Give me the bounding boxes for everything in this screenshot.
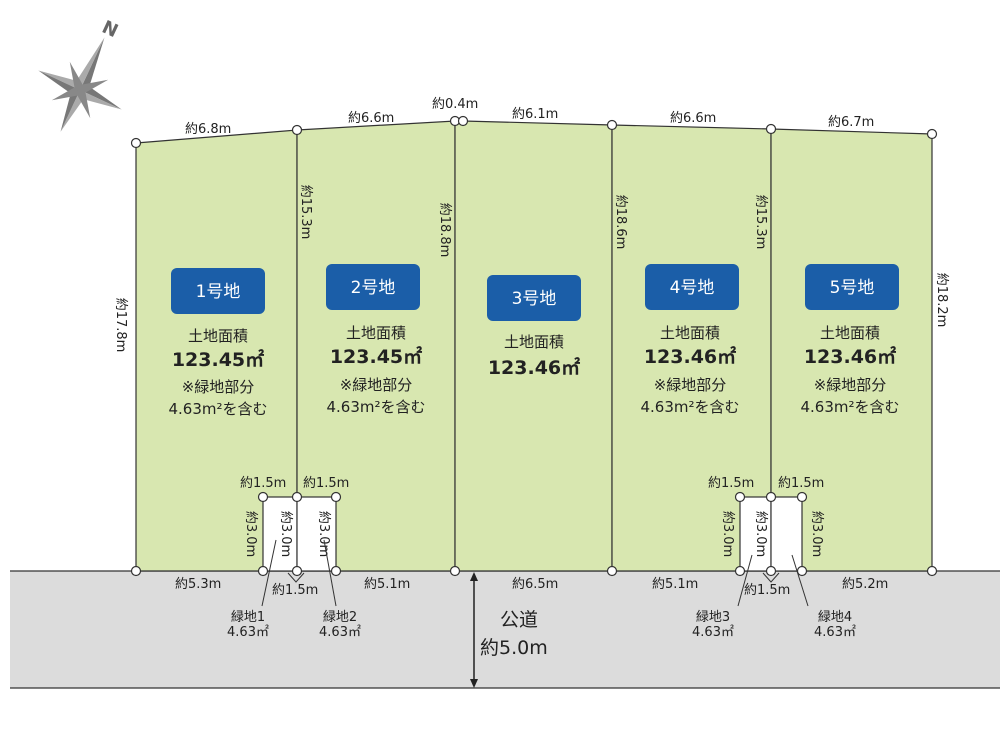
green-area-2 — [296, 496, 337, 572]
lot-4-label: 4号地 土地面積 123.46㎡ ※緑地部分 4.63m²を含む — [640, 264, 740, 416]
svg-text:約3.0m: 約3.0m — [316, 511, 331, 557]
dim-side-1: 約17.8m — [113, 298, 128, 353]
green-area-4-size: 4.63㎡ — [814, 625, 856, 640]
green-dims-left: 約1.5m 約1.5m 約3.0m 約3.0m 約3.0m 約1.5m — [240, 476, 349, 598]
svg-text:約1.5m: 約1.5m — [778, 476, 824, 491]
svg-text:※緑地部分: ※緑地部分 — [340, 376, 413, 394]
road-label: 公道 — [500, 609, 538, 631]
green-area-4 — [770, 496, 803, 572]
svg-text:4.63m²を含む: 4.63m²を含む — [326, 398, 425, 416]
dim-bottom-4: 約5.1m — [652, 577, 698, 592]
svg-text:約1.5m: 約1.5m — [744, 583, 790, 598]
north-label: N — [99, 17, 122, 42]
dim-side-5: 約15.3m — [753, 195, 768, 250]
svg-text:4.63m²を含む: 4.63m²を含む — [640, 398, 739, 416]
svg-text:123.46㎡: 123.46㎡ — [804, 345, 896, 368]
lot-badge — [326, 264, 420, 310]
svg-text:4号地: 4号地 — [670, 278, 715, 298]
lot-badge — [645, 264, 739, 310]
green-area-3-size: 4.63㎡ — [692, 625, 734, 640]
dim-top-3: 約0.4m — [432, 97, 478, 112]
dim-top-6: 約6.7m — [828, 115, 874, 130]
svg-text:1号地: 1号地 — [196, 282, 241, 302]
svg-text:土地面積: 土地面積 — [346, 324, 406, 342]
green-area-1-size: 4.63㎡ — [227, 625, 269, 640]
compass-rose-icon: N — [38, 17, 122, 132]
svg-text:3号地: 3号地 — [512, 289, 557, 309]
svg-text:約3.0m: 約3.0m — [278, 511, 293, 557]
lot-5-label: 5号地 土地面積 123.46㎡ ※緑地部分 4.63m²を含む — [800, 264, 900, 416]
svg-text:約1.5m: 約1.5m — [303, 476, 349, 491]
green-area-1-name: 緑地1 — [231, 610, 265, 625]
green-area-3-name: 緑地3 — [696, 610, 730, 625]
road-width: 約5.0m — [480, 637, 548, 659]
dim-side-4: 約18.6m — [613, 195, 628, 250]
dim-bottom-1: 約5.3m — [175, 577, 221, 592]
svg-text:土地面積: 土地面積 — [660, 324, 720, 342]
dim-bottom-2: 約5.1m — [364, 577, 410, 592]
svg-text:4.63m²を含む: 4.63m²を含む — [168, 400, 267, 418]
svg-text:123.45㎡: 123.45㎡ — [330, 345, 422, 368]
public-road — [10, 571, 1000, 688]
svg-text:※緑地部分: ※緑地部分 — [814, 376, 887, 394]
lot-3-label: 3号地 土地面積 123.46㎡ — [487, 275, 581, 379]
svg-text:123.45㎡: 123.45㎡ — [172, 348, 264, 371]
svg-text:約1.5m: 約1.5m — [240, 476, 286, 491]
svg-text:約3.0m: 約3.0m — [753, 511, 768, 557]
dim-top-2: 約6.6m — [348, 111, 394, 126]
boundary-markers — [130, 115, 938, 577]
dim-bottom-5: 約5.2m — [842, 577, 888, 592]
dim-top-1: 約6.8m — [185, 122, 231, 137]
green-dims-right: 約1.5m 約1.5m 約3.0m 約3.0m 約3.0m 約1.5m — [708, 476, 824, 598]
svg-text:※緑地部分: ※緑地部分 — [654, 376, 727, 394]
svg-text:5号地: 5号地 — [830, 278, 875, 298]
svg-text:約3.0m: 約3.0m — [809, 511, 824, 557]
svg-text:土地面積: 土地面積 — [820, 324, 880, 342]
svg-text:2号地: 2号地 — [351, 278, 396, 298]
svg-text:土地面積: 土地面積 — [504, 333, 564, 351]
lot-badge — [487, 275, 581, 321]
dim-side-6: 約18.2m — [934, 273, 949, 328]
svg-text:土地面積: 土地面積 — [188, 327, 248, 345]
lot-2-label: 2号地 土地面積 123.45㎡ ※緑地部分 4.63m²を含む — [326, 264, 426, 416]
dim-bottom-3: 約6.5m — [512, 577, 558, 592]
green-area-2-size: 4.63㎡ — [319, 625, 361, 640]
dim-top-5: 約6.6m — [670, 111, 716, 126]
svg-text:※緑地部分: ※緑地部分 — [182, 378, 255, 396]
svg-text:4.63m²を含む: 4.63m²を含む — [800, 398, 899, 416]
svg-text:約3.0m: 約3.0m — [720, 511, 735, 557]
svg-text:123.46㎡: 123.46㎡ — [644, 345, 736, 368]
lot-1-label: 1号地 土地面積 123.45㎡ ※緑地部分 4.63m²を含む — [168, 268, 268, 418]
dim-top-4: 約6.1m — [512, 107, 558, 122]
green-area-4-name: 緑地4 — [818, 610, 852, 625]
lot-badge — [805, 264, 899, 310]
svg-text:約3.0m: 約3.0m — [243, 511, 258, 557]
svg-text:約1.5m: 約1.5m — [708, 476, 754, 491]
svg-text:123.46㎡: 123.46㎡ — [488, 356, 580, 379]
lot-badge — [171, 268, 265, 314]
dim-side-2: 約15.3m — [298, 185, 313, 240]
dim-side-3: 約18.8m — [437, 203, 452, 258]
svg-text:約1.5m: 約1.5m — [272, 583, 318, 598]
green-area-2-name: 緑地2 — [323, 610, 357, 625]
